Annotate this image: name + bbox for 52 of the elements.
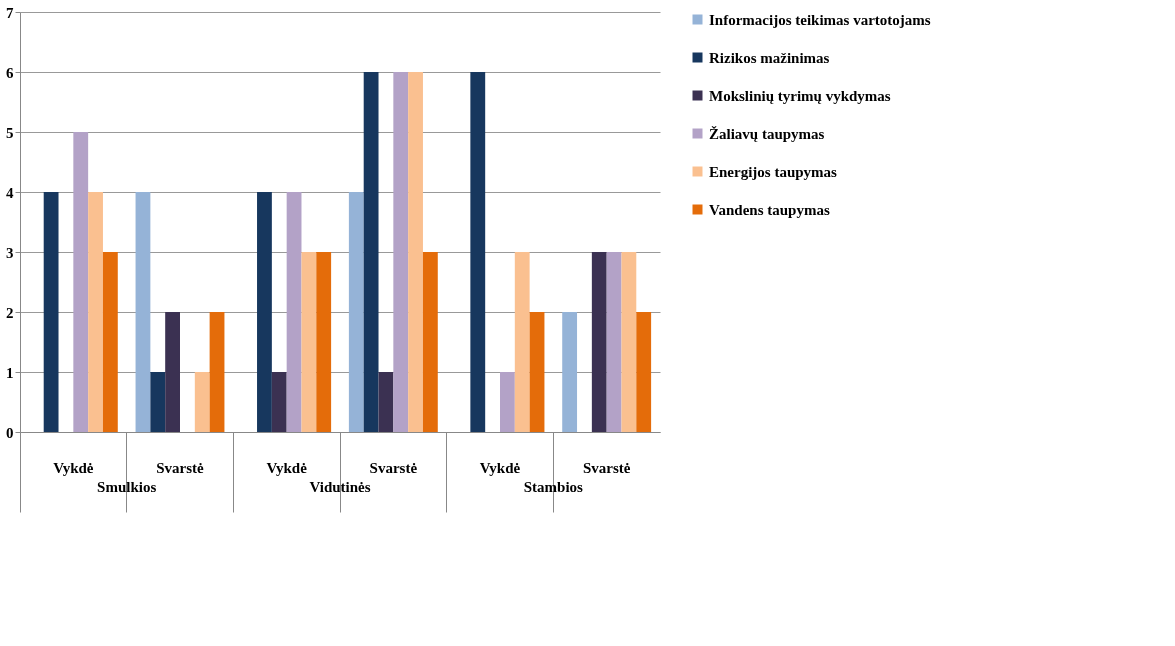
x-tick-label: Svarstė xyxy=(582,459,631,476)
bar xyxy=(316,252,332,432)
bar xyxy=(271,372,287,432)
y-tick-label: 7 xyxy=(6,4,14,21)
bar xyxy=(88,192,103,432)
y-tick-label: 0 xyxy=(6,424,14,441)
x-tick-label: Svarstė xyxy=(156,459,205,476)
bar xyxy=(470,72,486,432)
bar xyxy=(529,312,545,432)
x-tick-label: Vykdė xyxy=(53,459,94,476)
x-tick-label: Vykdė xyxy=(266,459,308,476)
bar xyxy=(591,252,607,432)
bar xyxy=(363,72,379,432)
text: Stambios xyxy=(523,479,584,495)
bar xyxy=(301,252,317,432)
y-tick-label: 6 xyxy=(6,64,14,81)
legend-label: Žaliavų taupymas xyxy=(709,125,825,142)
bar xyxy=(135,192,151,432)
legend-label: Rizikos mažinimas xyxy=(709,49,830,66)
bar xyxy=(422,252,438,432)
bar xyxy=(43,192,59,432)
y-tick-label: 1 xyxy=(6,364,14,381)
legend-label: Vandens taupymas xyxy=(709,201,830,218)
bar xyxy=(348,192,364,432)
bar xyxy=(500,372,515,432)
bar xyxy=(562,312,578,432)
bar xyxy=(621,252,637,432)
x-tick-label: Vykdė xyxy=(479,459,521,476)
text: Smulkios xyxy=(97,479,157,495)
bar xyxy=(209,312,225,432)
bar xyxy=(73,132,89,432)
bar xyxy=(286,192,302,432)
legend-label: Informacijos teikimas vartotojams xyxy=(709,11,931,28)
y-tick-label: 2 xyxy=(6,304,14,321)
bar xyxy=(165,312,180,432)
bar xyxy=(393,72,409,432)
y-tick-label: 3 xyxy=(6,244,14,261)
y-tick-label: 5 xyxy=(6,124,14,141)
y-tick-label: 4 xyxy=(6,184,14,201)
bar xyxy=(257,192,272,432)
x-tick-label: Svarstė xyxy=(369,459,418,476)
bar xyxy=(636,312,652,432)
bar xyxy=(194,372,210,432)
legend-label: Energijos taupymas xyxy=(709,163,838,180)
legend-label: Mokslinių tyrimų vykdymas xyxy=(709,87,891,104)
bar xyxy=(378,372,394,432)
bar xyxy=(102,252,118,432)
bar xyxy=(606,252,622,432)
text: Vidutinės xyxy=(309,479,371,495)
bar xyxy=(514,252,530,432)
bar xyxy=(408,72,423,432)
bar xyxy=(150,372,166,432)
